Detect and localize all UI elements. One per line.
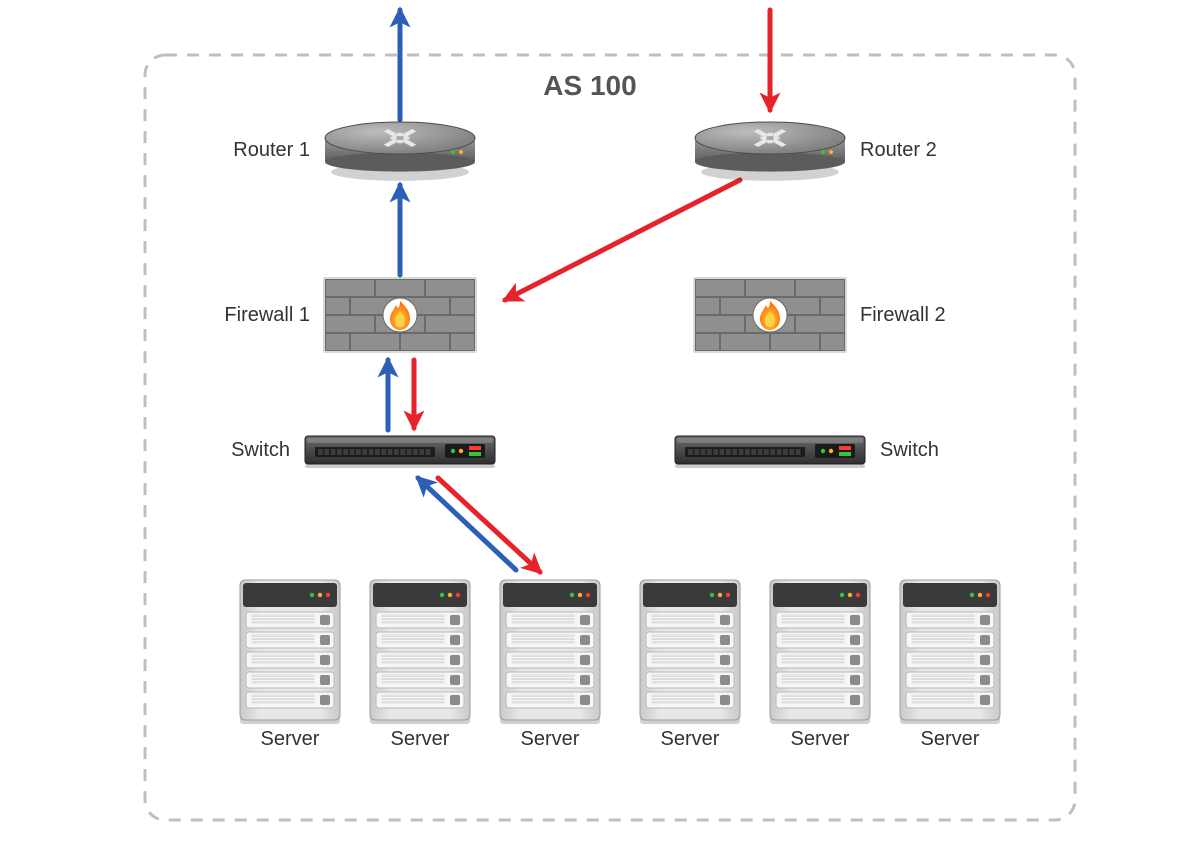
server-label: Server (261, 728, 320, 750)
router-icon (695, 122, 845, 181)
firewall-icon (693, 277, 847, 353)
server-icon (900, 580, 1000, 724)
router-label: Router 2 (860, 139, 937, 161)
router-label: Router 1 (233, 139, 310, 161)
flow-arrow (418, 478, 516, 570)
server-label: Server (921, 728, 980, 750)
firewall-label: Firewall 1 (224, 304, 310, 326)
firewall-icon (323, 277, 477, 353)
flow-arrow (438, 478, 540, 572)
switch-label: Switch (231, 439, 290, 461)
diagram-title: AS 100 (543, 70, 636, 101)
server-icon (770, 580, 870, 724)
network-diagram: AS 100 Router 1 Router 2 Firewall 1 Firewall… (0, 0, 1200, 850)
router-icon (325, 122, 475, 181)
server-label: Server (661, 728, 720, 750)
switch-icon (305, 436, 495, 468)
switch-icon (675, 436, 865, 468)
server-label: Server (521, 728, 580, 750)
server-label: Server (391, 728, 450, 750)
firewall-label: Firewall 2 (860, 304, 946, 326)
nodes-layer: Router 1 Router 2 Firewall 1 Firewall 2 Swit… (224, 122, 1000, 750)
server-label: Server (791, 728, 850, 750)
switch-label: Switch (880, 439, 939, 461)
server-icon (240, 580, 340, 724)
server-icon (640, 580, 740, 724)
server-icon (500, 580, 600, 724)
server-icon (370, 580, 470, 724)
